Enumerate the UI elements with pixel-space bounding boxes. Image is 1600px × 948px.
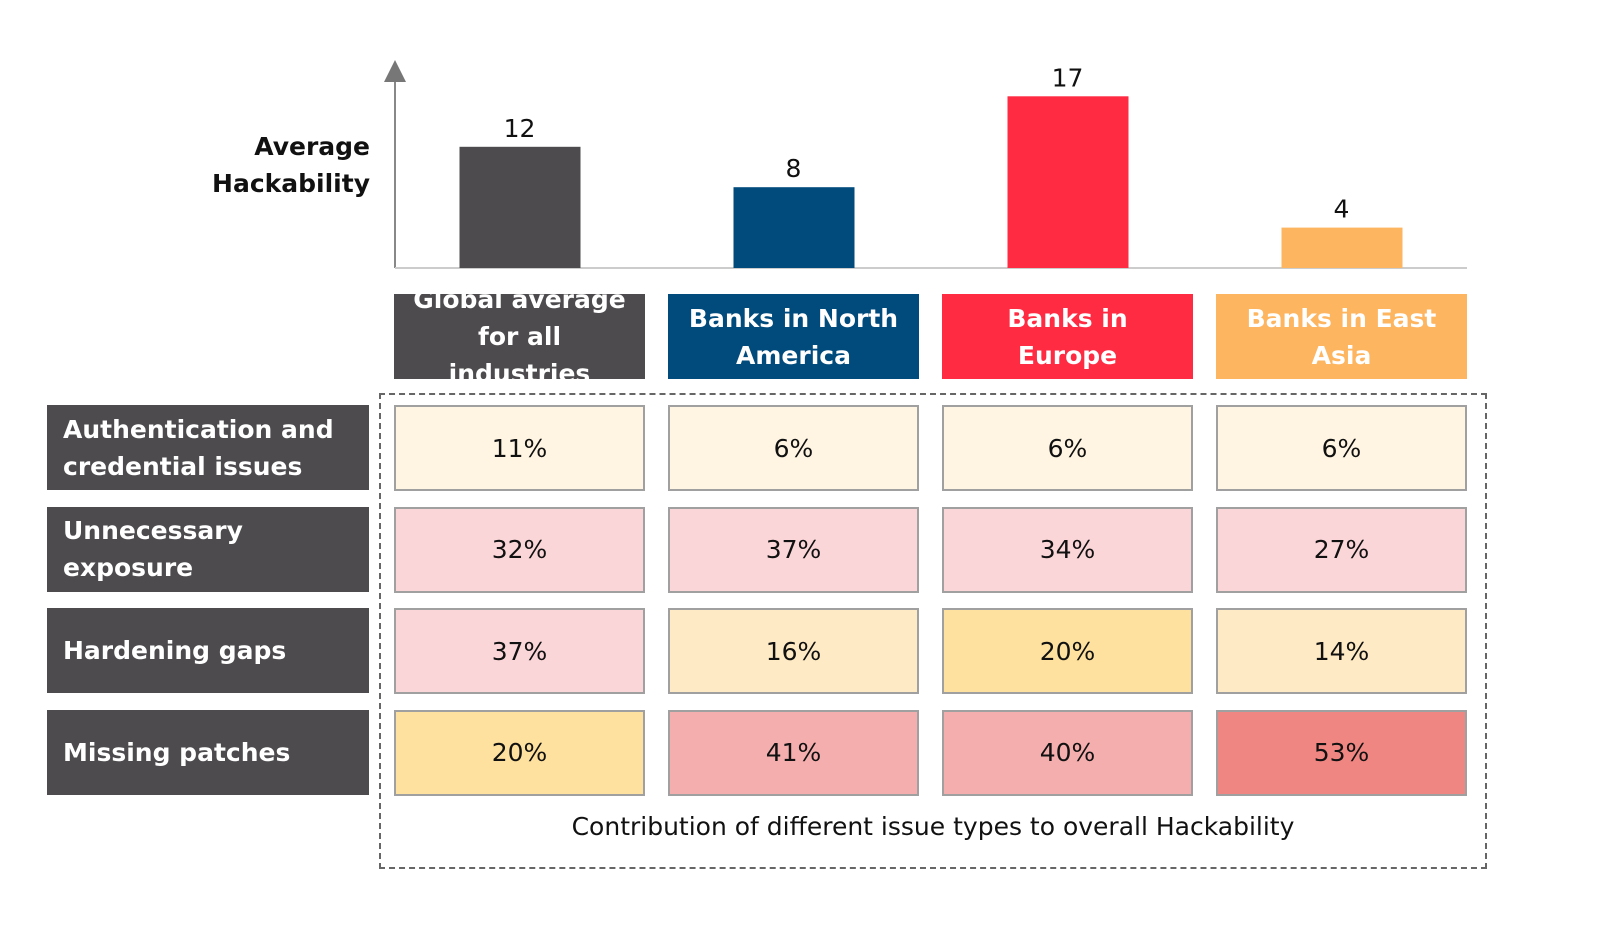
heatmap-cell: 27% <box>1216 506 1467 593</box>
heatmap-cell: 41% <box>668 709 919 796</box>
heatmap-cell: 6% <box>942 405 1193 491</box>
bar-value-label: 12 <box>504 114 536 143</box>
heatmap-cell: 32% <box>394 506 645 593</box>
heatmap-cell: 14% <box>1216 608 1467 694</box>
table-caption: Contribution of different issue types to… <box>571 812 1295 841</box>
bar <box>733 187 855 268</box>
heatmap-cell: 11% <box>394 405 645 491</box>
bar-value-label: 4 <box>1334 195 1350 224</box>
heatmap-cell: 37% <box>668 506 919 593</box>
heatmap-cell: 40% <box>942 709 1193 796</box>
heatmap-cell: 53% <box>1216 709 1467 796</box>
row-label: Authentication and credential issues <box>47 405 369 490</box>
heatmap-cell: 6% <box>1216 405 1467 491</box>
table-frame <box>379 393 1487 869</box>
bar-value-label: 17 <box>1052 63 1084 92</box>
heatmap-cell: 37% <box>394 608 645 694</box>
heatmap-cell: 34% <box>942 506 1193 593</box>
y-axis-label: Average Hackability <box>212 132 370 198</box>
column-header: Global average for all industries <box>394 285 645 388</box>
bar <box>1281 227 1403 268</box>
bar-chart: 12 8 17 4 <box>384 60 1467 269</box>
bar <box>459 146 581 268</box>
heatmap-cell: 20% <box>394 709 645 796</box>
bar-value-label: 8 <box>786 154 802 183</box>
bar <box>1007 96 1129 268</box>
row-label: Missing patches <box>47 709 369 795</box>
axis-arrow <box>384 60 406 82</box>
column-header: Banks in North America <box>668 294 919 379</box>
column-header: Banks in East Asia <box>1216 294 1467 379</box>
column-header: Banks in Europe <box>942 294 1193 379</box>
heatmap-cell: 16% <box>668 608 919 694</box>
heatmap-cell: 6% <box>668 405 919 491</box>
row-label: Hardening gaps <box>47 608 369 693</box>
row-label: Unnecessary exposure <box>47 506 369 592</box>
heatmap-cell: 20% <box>942 608 1193 694</box>
